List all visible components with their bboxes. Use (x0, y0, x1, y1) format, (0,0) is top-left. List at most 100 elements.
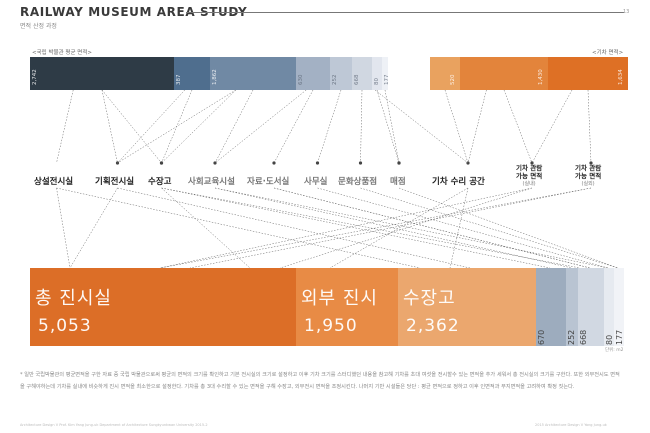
category-label: 수장고 (148, 177, 172, 187)
top-connector (317, 89, 342, 164)
top-connector (444, 89, 469, 164)
bottom-connector (214, 187, 573, 269)
top-segment (174, 57, 210, 90)
page-subtitle: 면적 산정 과정 (20, 23, 57, 30)
category-label: 기획전시실 (95, 177, 135, 187)
bottom-small-segment (614, 268, 624, 346)
title-rule (186, 12, 624, 13)
top-connector (273, 89, 314, 164)
bottom-small-segment (536, 268, 566, 346)
connector-node (530, 161, 534, 165)
top-connector (101, 89, 118, 164)
top-train-segment (460, 57, 548, 90)
bottom-connector (159, 187, 533, 269)
train-area-label: <기차 면적> (592, 50, 624, 56)
top-train-segment (548, 57, 628, 90)
bottom-small-value: 80 (605, 334, 614, 345)
top-segment-value: 1,862 (212, 69, 218, 85)
top-segment-value: 387 (176, 74, 182, 86)
bottom-connector (161, 187, 251, 269)
top-segment-value: 252 (332, 74, 338, 86)
top-connector (117, 89, 236, 164)
top-connector (384, 89, 400, 164)
bottom-block (398, 268, 536, 346)
top-segment (296, 57, 330, 90)
bottom-small-value: 670 (537, 329, 546, 345)
connector-node (213, 161, 217, 165)
bottom-block-value: 1,950 (304, 316, 358, 336)
bottom-connector (56, 187, 421, 269)
bottom-small-segment (578, 268, 604, 346)
category-label: 사회교육시설 (188, 177, 235, 187)
unit-label: 단위: m2 (605, 348, 624, 353)
category-label: 기차 수리 공간 (432, 177, 485, 187)
connector-node (397, 161, 401, 165)
bottom-block-value: 2,362 (406, 316, 460, 336)
connector-node (315, 161, 320, 165)
top-segment-value: 668 (354, 74, 360, 86)
top-connector (376, 89, 400, 164)
category-label: 자료·도서실 (247, 177, 290, 187)
connector-node (272, 161, 276, 165)
bottom-connector (56, 187, 71, 269)
connector-node (358, 161, 363, 165)
top-segment (372, 57, 382, 90)
bottom-block-value: 5,053 (38, 316, 92, 336)
small-category-label: 기차 관람 가능 면적 (실외) (575, 164, 601, 188)
category-label: 매점 (390, 177, 406, 187)
connector-node (589, 161, 593, 165)
top-connector (360, 89, 363, 164)
bottom-small-value: 252 (567, 329, 576, 345)
page-number: 13 (623, 9, 630, 15)
bottom-connector (449, 187, 469, 269)
top-segment (30, 57, 174, 90)
bottom-small-value: 177 (615, 329, 624, 345)
bottom-connector (161, 187, 551, 269)
bottom-block-name: 총 진시실 (35, 288, 112, 309)
bottom-connector (189, 187, 592, 269)
top-segment-value: 80 (374, 78, 380, 85)
page-title: RAILWAY MUSEUM AREA STUDY (20, 5, 248, 19)
small-category-label: 기차 관람 가능 면적 (실내) (516, 164, 542, 188)
top-segment (330, 57, 352, 90)
top-connector (374, 89, 469, 164)
top-connector (503, 89, 533, 164)
top-connector (531, 89, 573, 164)
top-train-segment-value: 520 (450, 74, 456, 86)
bottom-connector (214, 187, 609, 269)
bottom-block (30, 268, 296, 346)
bottom-connector (161, 187, 581, 269)
bottom-block-name: 수장고 (403, 288, 456, 309)
top-connector (587, 89, 592, 164)
museum-average-label: <국립 박물관 평균 면적> (32, 50, 93, 56)
top-train-segment-value: 1,430 (538, 69, 544, 85)
bottom-connector (329, 187, 469, 269)
small-category-line1: 기차 관람 (575, 164, 602, 172)
bottom-connector (317, 187, 609, 269)
top-segment (352, 57, 372, 90)
bottom-small-segment (566, 268, 578, 346)
top-connector (214, 89, 254, 164)
bottom-block (296, 268, 398, 346)
small-category-sub: (실내) (522, 181, 536, 187)
description-text: * 일반 국립박물관의 평균면적을 구한 자료 중 국립 박물관으로써 평균의 … (20, 372, 620, 390)
top-connector (214, 89, 307, 164)
top-connector (56, 89, 74, 164)
bottom-block-name: 외부 진시 (301, 288, 378, 309)
top-segment-value: 2,742 (32, 69, 38, 85)
bottom-connector (159, 187, 592, 269)
bottom-small-value: 668 (579, 329, 588, 345)
top-train-segment-value: 1,634 (618, 69, 624, 85)
category-label: 사무실 (304, 177, 328, 187)
top-connector (467, 89, 487, 164)
top-segment (210, 57, 296, 90)
top-connector (117, 89, 185, 164)
bottom-connector (69, 187, 118, 269)
small-category-line2: 가능 면적 (575, 172, 602, 180)
category-label: 상설전시실 (34, 177, 74, 187)
small-category-line1: 기차 관람 (516, 164, 543, 172)
top-segment-value: 630 (298, 74, 304, 86)
top-connector (161, 89, 236, 164)
category-label: 문화상품점 (338, 177, 378, 187)
